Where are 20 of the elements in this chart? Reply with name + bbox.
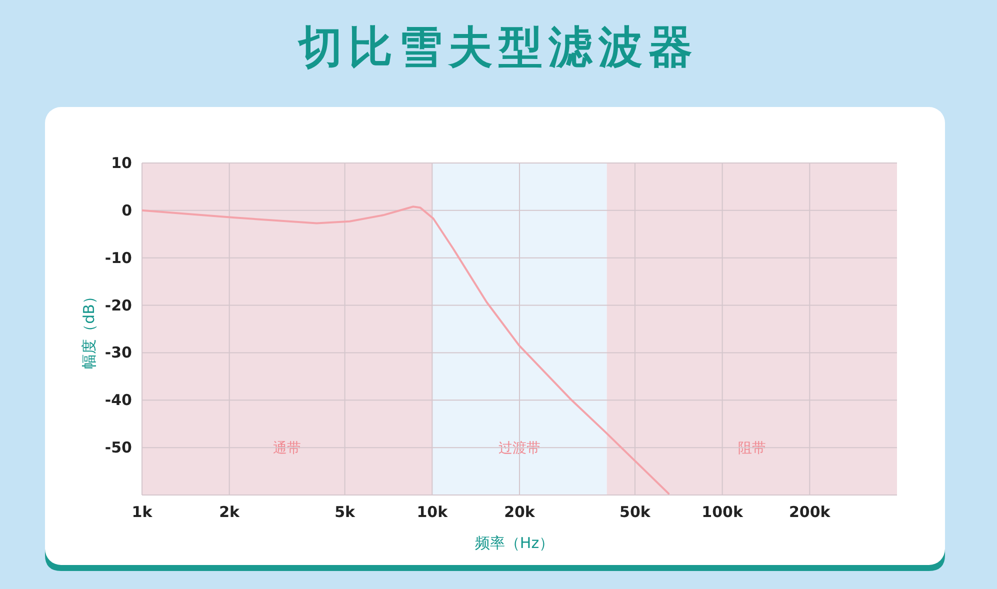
x-tick-label: 10k <box>416 503 449 521</box>
y-tick-label: -40 <box>104 391 132 410</box>
y-tick-label: -30 <box>104 344 132 362</box>
x-tick-label: 200k <box>789 503 832 521</box>
x-axis-title: 频率（Hz） <box>474 534 554 552</box>
y-tick-label: -10 <box>104 248 132 267</box>
x-tick-label: 100k <box>702 503 744 521</box>
band-label: 阻带 <box>738 440 766 457</box>
x-tick-label: 1k <box>132 503 154 521</box>
x-tick-label: 20k <box>504 503 536 521</box>
band-label: 通带 <box>273 440 302 457</box>
chart-title: 切比雪夫型滤波器 <box>298 22 698 73</box>
y-tick-label: 10 <box>111 154 132 172</box>
x-tick-label: 50k <box>620 503 652 521</box>
y-tick-label: -20 <box>104 296 132 314</box>
y-tick-label: 0 <box>122 201 132 220</box>
x-tick-label: 5k <box>334 503 356 521</box>
y-axis-title: 幅度（dB） <box>80 289 98 369</box>
x-tick-label: 2k <box>219 503 241 521</box>
y-tick-label: -50 <box>104 438 132 457</box>
